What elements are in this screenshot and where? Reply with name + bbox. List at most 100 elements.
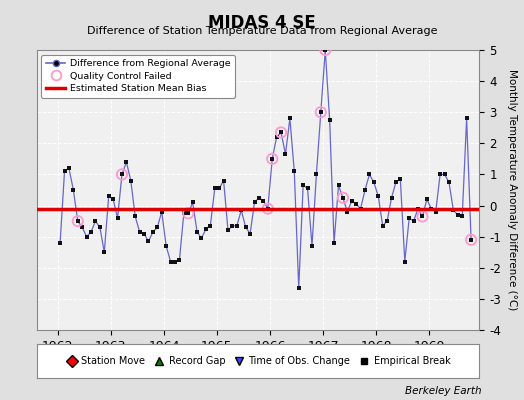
Point bbox=[405, 215, 413, 221]
Point bbox=[96, 224, 104, 230]
Point bbox=[463, 115, 471, 122]
Point bbox=[175, 257, 183, 263]
Point bbox=[224, 227, 232, 234]
Point bbox=[136, 229, 144, 235]
Point bbox=[131, 213, 139, 220]
Point bbox=[321, 47, 330, 53]
Point bbox=[184, 210, 192, 216]
Point bbox=[65, 165, 73, 172]
Point bbox=[144, 238, 152, 244]
Point bbox=[414, 206, 422, 212]
Point bbox=[356, 206, 365, 212]
Text: MIDAS 4 SE: MIDAS 4 SE bbox=[208, 14, 316, 32]
Point bbox=[383, 218, 391, 224]
Point bbox=[220, 178, 228, 184]
Point bbox=[396, 176, 405, 182]
Point bbox=[312, 171, 321, 178]
Point bbox=[418, 213, 427, 220]
Point bbox=[325, 117, 334, 123]
Point bbox=[91, 218, 100, 224]
Point bbox=[454, 212, 462, 218]
Point bbox=[184, 210, 192, 216]
Point bbox=[299, 182, 308, 188]
Point bbox=[343, 208, 352, 215]
Point bbox=[113, 215, 122, 221]
Text: Berkeley Earth: Berkeley Earth bbox=[406, 386, 482, 396]
Point bbox=[369, 179, 378, 186]
Point bbox=[339, 194, 347, 201]
Point bbox=[272, 134, 281, 140]
Point bbox=[432, 208, 440, 215]
Point bbox=[423, 196, 431, 202]
Point bbox=[78, 224, 86, 230]
Point bbox=[127, 178, 135, 184]
Point bbox=[409, 218, 418, 224]
Point bbox=[365, 171, 374, 178]
Point bbox=[215, 185, 223, 192]
Point bbox=[118, 171, 126, 178]
Point bbox=[211, 185, 219, 192]
Point bbox=[387, 194, 396, 201]
Point bbox=[316, 109, 325, 116]
Point bbox=[171, 258, 179, 265]
Point bbox=[467, 236, 475, 243]
Point bbox=[308, 243, 316, 249]
Point bbox=[180, 210, 188, 216]
Point bbox=[339, 194, 347, 201]
Point bbox=[118, 171, 126, 178]
Point bbox=[198, 235, 206, 242]
Point bbox=[153, 224, 161, 230]
Point bbox=[73, 218, 82, 224]
Point bbox=[458, 213, 466, 220]
Point bbox=[427, 206, 435, 212]
Point bbox=[242, 224, 250, 230]
Point bbox=[418, 213, 427, 220]
Point bbox=[361, 187, 369, 193]
Point bbox=[104, 193, 113, 200]
Point bbox=[467, 236, 475, 243]
Point bbox=[316, 109, 325, 116]
Y-axis label: Monthly Temperature Anomaly Difference (°C): Monthly Temperature Anomaly Difference (… bbox=[507, 69, 517, 311]
Point bbox=[281, 151, 290, 158]
Point bbox=[73, 218, 82, 224]
Point bbox=[56, 240, 64, 246]
Point bbox=[167, 258, 175, 265]
Point bbox=[246, 230, 254, 237]
Point bbox=[378, 222, 387, 229]
Point bbox=[189, 199, 197, 206]
Point bbox=[60, 168, 69, 174]
Point bbox=[277, 129, 285, 136]
Point bbox=[303, 185, 312, 192]
Point bbox=[69, 187, 78, 193]
Point bbox=[162, 243, 170, 249]
Point bbox=[206, 222, 214, 229]
Point bbox=[158, 208, 166, 215]
Point bbox=[268, 156, 277, 162]
Point bbox=[449, 207, 457, 214]
Legend: Difference from Regional Average, Quality Control Failed, Estimated Station Mean: Difference from Regional Average, Qualit… bbox=[41, 55, 235, 98]
Point bbox=[290, 168, 299, 174]
Point bbox=[401, 258, 409, 265]
Point bbox=[87, 229, 95, 235]
Point bbox=[237, 207, 245, 214]
Point bbox=[330, 240, 339, 246]
Point bbox=[321, 47, 330, 53]
Point bbox=[445, 179, 453, 186]
Point bbox=[149, 229, 157, 235]
Point bbox=[193, 229, 201, 235]
Text: Difference of Station Temperature Data from Regional Average: Difference of Station Temperature Data f… bbox=[87, 26, 437, 36]
Point bbox=[352, 201, 361, 207]
Point bbox=[294, 285, 303, 291]
Point bbox=[233, 222, 241, 229]
Point bbox=[100, 249, 108, 256]
Point bbox=[374, 193, 383, 200]
Point bbox=[334, 182, 343, 188]
Point bbox=[255, 194, 263, 201]
Point bbox=[347, 198, 356, 204]
Point bbox=[264, 206, 272, 212]
Point bbox=[268, 156, 277, 162]
Point bbox=[259, 198, 268, 204]
Legend: Station Move, Record Gap, Time of Obs. Change, Empirical Break: Station Move, Record Gap, Time of Obs. C… bbox=[63, 353, 453, 369]
Point bbox=[228, 222, 237, 229]
Point bbox=[264, 206, 272, 212]
